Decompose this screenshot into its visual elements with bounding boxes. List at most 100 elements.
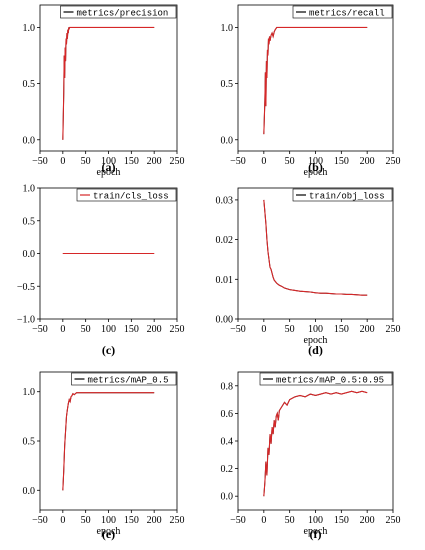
legend-label: metrics/precision: [77, 9, 169, 19]
y-tick-label: 0.03: [216, 195, 234, 206]
series-underlay-line: [62, 26, 155, 140]
y-tick-label: 0.02: [216, 235, 234, 246]
series-line: [62, 392, 155, 491]
legend-label: metrics/mAP_0.5:0.95: [276, 376, 384, 386]
x-tick-label: 150: [334, 156, 349, 167]
y-tick-label: 0.5: [23, 79, 36, 90]
x-tick-label: 250: [170, 156, 185, 167]
legend-box: [60, 5, 177, 19]
x-tick-label: 50: [81, 515, 91, 526]
x-tick-label: 50: [285, 324, 295, 335]
x-tick-label: 250: [386, 324, 401, 335]
x-tick-label: −50: [230, 156, 246, 167]
x-tick-label: 100: [101, 515, 116, 526]
legend-box: [259, 372, 393, 386]
y-tick-label: −1.0: [17, 315, 35, 326]
y-tick-label: 0.0: [221, 492, 234, 503]
series-underlay-line: [263, 199, 368, 296]
y-tick-label: 0.2: [221, 464, 234, 475]
chart-panel: −50 0 50 100 150 200 250 0.0 0.2 0.4 0.6 0.8 epoch me…: [221, 371, 401, 541]
x-tick-label: 50: [81, 156, 91, 167]
series-underlay-line: [263, 26, 368, 135]
y-tick-label: −0.5: [17, 282, 35, 293]
x-axis-title: epoch: [97, 167, 121, 178]
legend-box: [76, 188, 177, 202]
y-tick-label: 1.0: [23, 23, 36, 34]
series-underlay-line: [263, 390, 368, 497]
chart-panel: −50 0 50 100 150 200 250 0.0 0.5 1.0 epoch metrics/…: [23, 4, 185, 178]
chart-panel: −50 0 50 100 150 200 250 0.0 0.5 1.0 epoch metrics/…: [23, 371, 185, 541]
x-tick-label: 150: [124, 515, 139, 526]
series-line: [62, 26, 155, 140]
x-tick-label: 200: [147, 156, 162, 167]
x-axis-title: epoch: [304, 335, 328, 346]
x-tick-label: 100: [101, 324, 116, 335]
y-tick-label: 1.0: [23, 184, 36, 195]
x-tick-label: 150: [124, 156, 139, 167]
x-axis-title: epoch: [304, 167, 328, 178]
x-tick-label: −50: [32, 324, 48, 335]
panel-caption: (c): [102, 343, 115, 357]
x-tick-label: 100: [101, 156, 116, 167]
x-tick-label: 0: [261, 324, 266, 335]
x-tick-label: 250: [170, 515, 185, 526]
panel-caption: (a): [102, 160, 116, 174]
legend-label: train/cls_loss: [93, 192, 169, 202]
x-tick-label: 250: [386, 156, 401, 167]
series-line: [263, 390, 368, 497]
y-tick-label: 0.5: [221, 79, 234, 90]
x-tick-label: −50: [230, 324, 246, 335]
y-tick-label: 1.0: [221, 23, 234, 34]
y-tick-label: 0.0: [221, 135, 234, 146]
x-tick-label: 50: [81, 324, 91, 335]
chart-panel: −50 0 50 100 150 200 250 0.0 0.5 1.0 epoch metrics/…: [221, 4, 401, 178]
x-tick-label: 200: [360, 515, 375, 526]
x-tick-label: 0: [261, 515, 266, 526]
x-tick-label: 100: [308, 515, 323, 526]
x-tick-label: 200: [147, 324, 162, 335]
x-tick-label: 200: [147, 515, 162, 526]
panel-caption: (d): [308, 343, 323, 357]
x-tick-label: 0: [60, 515, 65, 526]
x-tick-label: 150: [334, 324, 349, 335]
panel-caption: (f): [310, 527, 322, 541]
y-tick-label: 0.01: [216, 275, 234, 286]
x-tick-label: 200: [360, 324, 375, 335]
x-tick-label: 0: [261, 156, 266, 167]
x-tick-label: 50: [285, 156, 295, 167]
x-tick-label: 0: [60, 324, 65, 335]
series-line: [263, 26, 368, 135]
legend-box: [292, 188, 393, 202]
y-tick-label: 0.5: [23, 437, 36, 448]
y-tick-label: 0.0: [23, 249, 36, 260]
x-axis-title: epoch: [97, 526, 121, 537]
panel-caption: (b): [308, 160, 323, 174]
y-tick-label: 0.0: [23, 486, 36, 497]
chart-panel: −50 0 50 100 150 200 250 0.00 0.01 0.02 0.03 epoch t…: [216, 187, 401, 357]
series-underlay-line: [62, 392, 155, 491]
plot-frame: [237, 187, 394, 320]
y-tick-label: 0.6: [221, 409, 234, 420]
x-tick-label: 100: [308, 324, 323, 335]
x-tick-label: 150: [334, 515, 349, 526]
plot-frame: [39, 4, 178, 152]
legend-label: metrics/mAP_0.5: [88, 376, 169, 386]
legend-box: [292, 5, 393, 19]
legend-label: metrics/recall: [309, 9, 385, 19]
legend-label: train/obj_loss: [309, 192, 385, 202]
legend-box: [71, 372, 177, 386]
y-tick-label: 0.00: [216, 315, 234, 326]
x-tick-label: 250: [170, 324, 185, 335]
x-tick-label: 50: [285, 515, 295, 526]
x-tick-label: 150: [124, 324, 139, 335]
plot-frame: [237, 4, 394, 152]
y-tick-label: 0.8: [221, 381, 234, 392]
y-tick-label: 0.4: [221, 437, 234, 448]
x-tick-label: 200: [360, 156, 375, 167]
y-tick-label: 0.5: [23, 216, 36, 227]
x-axis-title: epoch: [304, 526, 328, 537]
x-tick-label: 100: [308, 156, 323, 167]
chart-panel: −50 0 50 100 150 200 250 −1.0 −0.5 0.0 0.5 1.0 train…: [17, 184, 185, 358]
